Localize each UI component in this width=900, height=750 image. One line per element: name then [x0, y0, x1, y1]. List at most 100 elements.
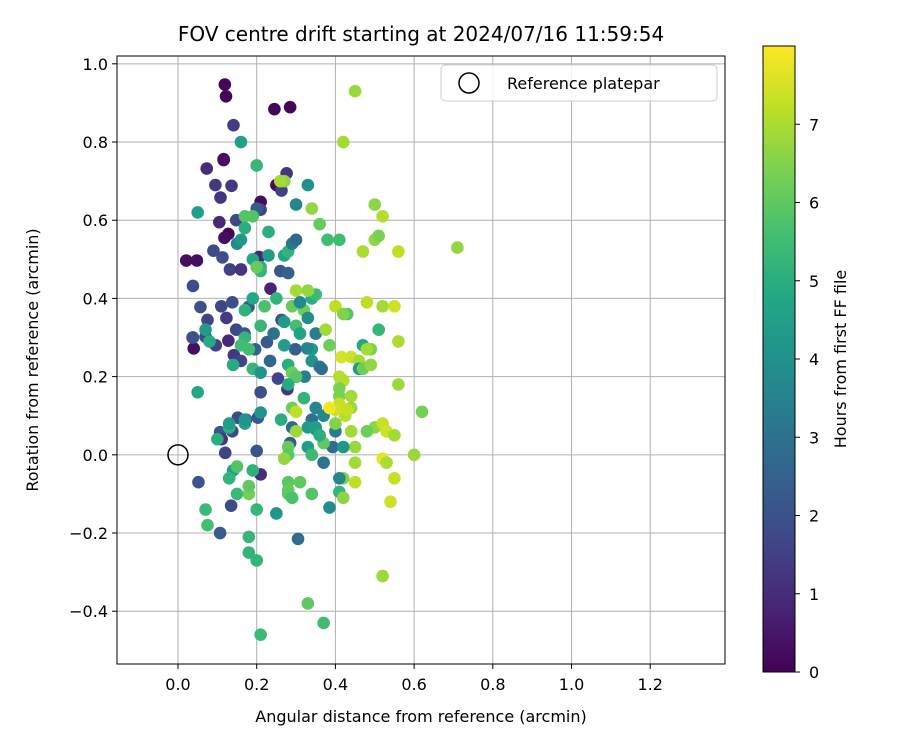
- y-axis-ticks: −0.4 −0.2 0.0 0.2 0.4 0.6 0.8 1.0: [69, 55, 117, 621]
- x-tick-label: 0.0: [165, 675, 190, 694]
- plot-frame: [116, 55, 726, 665]
- data-point: [250, 260, 264, 274]
- data-point: [323, 339, 336, 352]
- data-point: [250, 444, 264, 458]
- data-point: [263, 354, 277, 368]
- data-point: [264, 282, 277, 295]
- x-axis-ticks: 0.0 0.2 0.4 0.6 0.8 1.0 1.2: [165, 664, 663, 694]
- data-point: [201, 313, 214, 327]
- data-point: [203, 335, 216, 348]
- data-point: [301, 597, 315, 610]
- data-point: [201, 518, 214, 532]
- data-point: [319, 323, 332, 336]
- colorbar: 0 1 2 3 4 5 6 7 Hours from first FF file: [762, 45, 850, 682]
- data-point: [227, 118, 240, 132]
- x-tick-label: 0.8: [480, 675, 505, 694]
- data-point: [225, 179, 238, 193]
- data-point: [388, 471, 401, 485]
- data-point: [187, 342, 201, 355]
- colorbar-tick-label: 2: [809, 507, 819, 526]
- data-point: [384, 495, 397, 509]
- data-point: [376, 299, 389, 313]
- data-point: [190, 254, 204, 267]
- legend-box: [440, 64, 718, 102]
- data-point: [323, 401, 336, 415]
- data-point: [293, 327, 307, 340]
- colorbar-tick-label: 7: [809, 115, 819, 134]
- data-point: [392, 245, 405, 258]
- data-point: [277, 315, 291, 329]
- data-point: [207, 244, 220, 258]
- data-point: [451, 241, 464, 254]
- data-point: [305, 448, 319, 462]
- data-point: [415, 405, 429, 419]
- data-point: [360, 425, 374, 438]
- data-point: [388, 428, 401, 442]
- data-point: [274, 174, 287, 188]
- legend: Reference platepar: [440, 64, 718, 102]
- data-point: [270, 507, 283, 520]
- chart-title: FOV centre drift starting at 2024/07/16 …: [178, 22, 664, 46]
- colorbar-tick-label: 1: [809, 585, 819, 604]
- data-point: [372, 229, 385, 243]
- data-point: [335, 350, 348, 364]
- data-point: [223, 263, 237, 276]
- x-tick-label: 0.6: [401, 675, 426, 694]
- data-point: [267, 327, 280, 340]
- data-point: [242, 530, 256, 544]
- data-point: [238, 221, 252, 235]
- data-point: [291, 532, 305, 546]
- y-tick-label: 0.8: [83, 133, 108, 152]
- x-tick-label: 0.4: [323, 675, 348, 694]
- data-point: [288, 342, 302, 356]
- legend-entry-reference: Reference platepar: [507, 74, 660, 93]
- data-point: [238, 413, 252, 426]
- data-point: [360, 342, 374, 356]
- data-point: [199, 323, 212, 336]
- data-point: [356, 245, 370, 258]
- data-point: [333, 233, 346, 247]
- data-point: [214, 299, 228, 313]
- data-point: [313, 217, 326, 231]
- data-point: [336, 307, 350, 321]
- x-axis-label: Angular distance from reference (arcmin): [255, 707, 586, 726]
- data-point: [222, 471, 236, 485]
- y-tick-label: 0.0: [83, 446, 108, 465]
- legend-marker-icon: [458, 72, 480, 94]
- data-point: [219, 89, 233, 103]
- data-point: [336, 491, 350, 505]
- data-point: [234, 233, 248, 247]
- colorbar-tick-label: 5: [809, 272, 819, 291]
- data-point: [348, 440, 362, 454]
- data-point: [364, 358, 378, 372]
- data-point: [213, 215, 226, 229]
- data-point: [246, 292, 260, 305]
- data-point: [250, 159, 264, 172]
- x-tick-label: 0.2: [244, 675, 269, 694]
- data-point: [218, 78, 232, 91]
- data-point: [376, 210, 389, 223]
- data-point: [305, 202, 319, 215]
- data-point: [301, 284, 315, 297]
- data-point: [407, 448, 421, 462]
- data-point: [277, 452, 291, 466]
- data-point: [329, 299, 342, 313]
- data-point: [191, 206, 204, 219]
- data-point: [271, 372, 285, 385]
- y-tick-label: −0.2: [69, 524, 108, 543]
- data-point: [224, 499, 238, 512]
- data-point: [246, 464, 260, 477]
- data-point: [293, 296, 307, 309]
- colorbar-tick-label: 0: [809, 663, 819, 682]
- y-tick-label: 0.2: [83, 368, 108, 387]
- colorbar-tick-label: 4: [809, 350, 819, 369]
- data-point: [376, 569, 389, 583]
- data-point: [250, 503, 264, 516]
- data-point: [192, 475, 205, 489]
- y-tick-label: 1.0: [83, 55, 108, 74]
- data-point: [289, 370, 303, 383]
- data-point: [336, 135, 350, 149]
- data-point: [220, 311, 233, 325]
- data-point: [372, 323, 385, 336]
- data-point: [226, 296, 239, 309]
